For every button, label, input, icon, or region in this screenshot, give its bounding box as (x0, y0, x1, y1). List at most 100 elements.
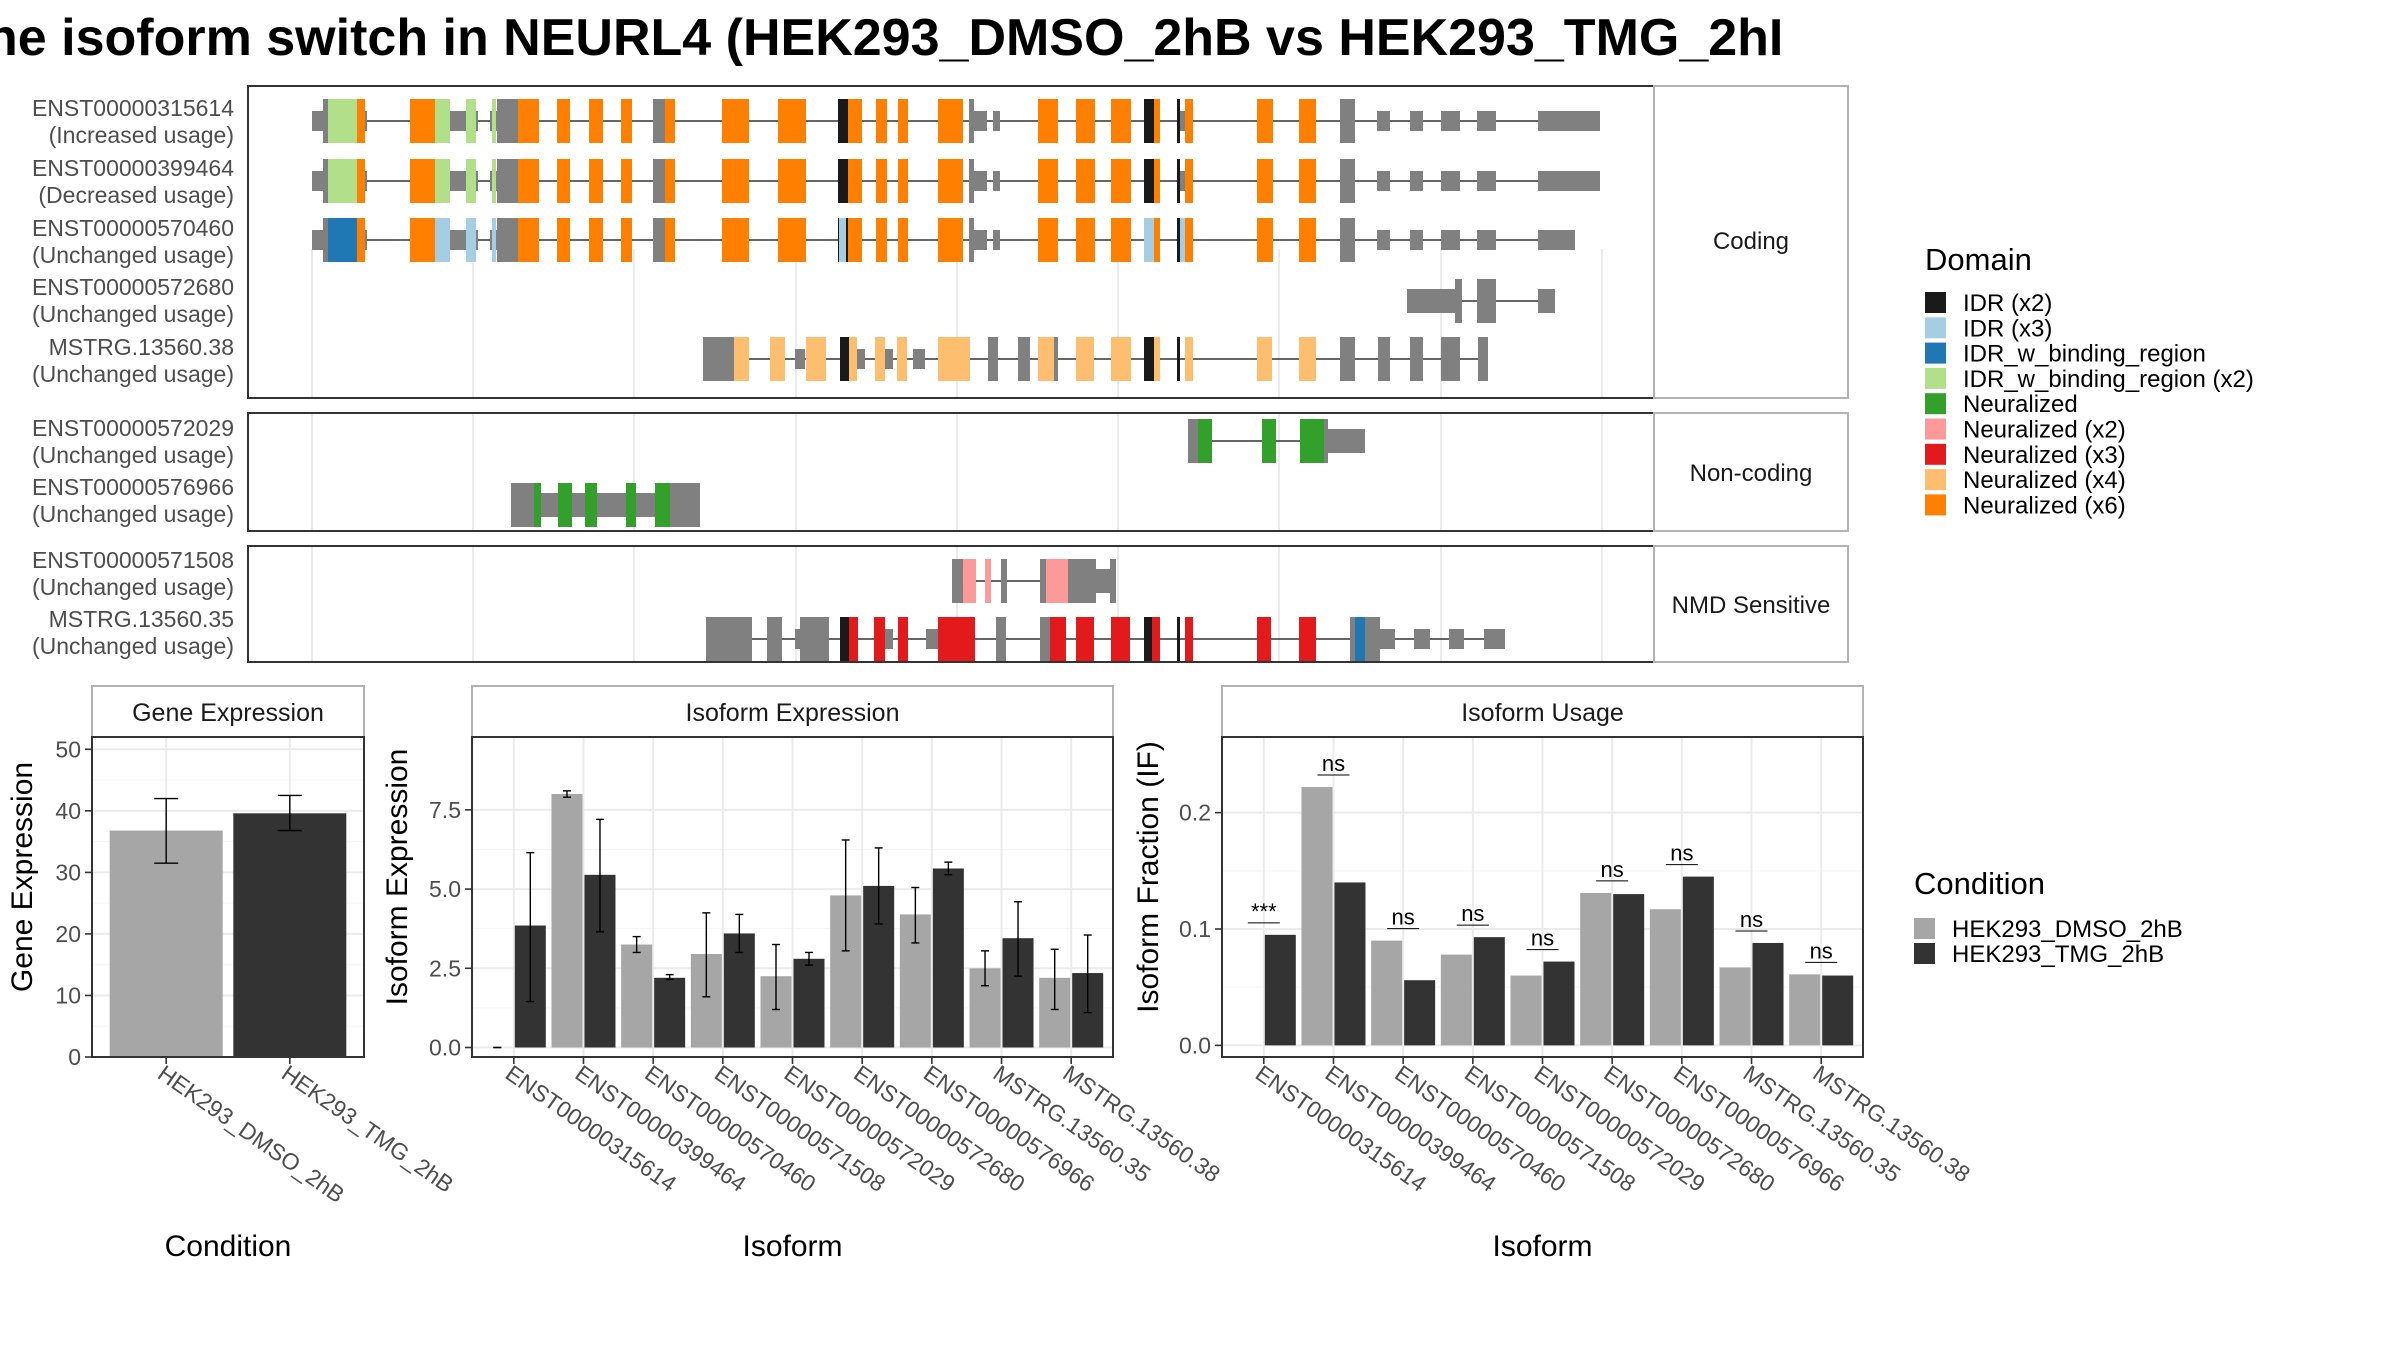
utr-exon (1538, 111, 1560, 131)
exon (1110, 559, 1116, 603)
nmd-strip (1653, 545, 1849, 663)
tx-label-id: ENST00000399464 (32, 155, 234, 181)
exon (969, 159, 974, 203)
domain-exon (589, 159, 603, 203)
exon (1085, 559, 1096, 603)
domain-exon (557, 159, 570, 203)
exon (1478, 337, 1488, 381)
utr-exon (1477, 171, 1496, 191)
utr-exon (1449, 629, 1464, 649)
domain-exon (898, 218, 908, 262)
bar (621, 944, 653, 1048)
y-tick-label: 0.1 (1179, 916, 1211, 942)
domain-exon (621, 159, 632, 203)
panel-title: Gene Expression (132, 699, 324, 727)
domain-exon (655, 483, 670, 527)
y-axis-title: Isoform Expression (381, 749, 414, 1006)
significance-label: *** (1251, 899, 1277, 924)
exon (703, 337, 734, 381)
tx-label-usage: (Unchanged usage) (32, 442, 234, 468)
bar (551, 794, 583, 1048)
exon (511, 483, 534, 527)
domain-exon (558, 483, 572, 527)
domain-exon (1038, 337, 1058, 381)
utr-exon (1441, 171, 1460, 191)
domain-exon (1262, 419, 1276, 463)
domain-exon (840, 337, 849, 381)
significance-label: ns (1670, 841, 1693, 866)
domain-exon (357, 218, 365, 262)
legend-label: IDR (x2) (1963, 290, 2052, 317)
exon (653, 99, 665, 143)
domain-exon (328, 218, 357, 262)
utr-exon (993, 171, 1000, 191)
tx-label-usage: (Unchanged usage) (32, 501, 234, 527)
domain-exon (874, 617, 885, 661)
tx-label-usage: (Decreased usage) (38, 182, 234, 208)
exon (497, 99, 518, 143)
legend-label: IDR_w_binding_region (1963, 341, 2206, 368)
tx-label-id: MSTRG.13560.35 (49, 606, 234, 632)
domain-exon (1111, 99, 1131, 143)
legend-label: HEK293_TMG_2hB (1952, 941, 2164, 968)
exon (1410, 337, 1423, 381)
exon (969, 99, 974, 143)
domain-exon (1177, 159, 1180, 203)
y-tick-label: 7.5 (429, 797, 461, 823)
exon (969, 218, 974, 262)
exon (1350, 617, 1355, 661)
legend-label: Neuralized (x6) (1963, 492, 2126, 519)
domain-exon (665, 159, 675, 203)
figure-title: ne isoform switch in NEURL4 (HEK293_DMSO… (0, 9, 1783, 67)
utr-exon (1441, 230, 1460, 250)
utr-exon (1477, 230, 1496, 250)
domain-exon (722, 99, 749, 143)
domain-exon (733, 337, 749, 381)
panel-strip (1221, 685, 1864, 738)
coding-strip-label: Coding (1713, 228, 1789, 255)
exon (323, 218, 328, 262)
tx-label-id: ENST00000572680 (32, 274, 234, 300)
domain-exon (492, 218, 496, 262)
domain-exon (848, 159, 862, 203)
exon (1018, 337, 1030, 381)
exon (670, 483, 700, 527)
exon (1040, 559, 1046, 603)
panel-title: Isoform Expression (686, 699, 900, 727)
legend-label: Neuralized (x3) (1963, 442, 2126, 469)
domain-exon (1185, 159, 1193, 203)
domain-exon (898, 159, 908, 203)
exon (323, 99, 328, 143)
exon (653, 159, 665, 203)
bar (1404, 980, 1436, 1046)
utr-exon (1407, 289, 1455, 313)
exon (323, 159, 328, 203)
domain-exon (492, 159, 496, 203)
domain-exon (1299, 337, 1316, 381)
domain-exon (1038, 99, 1058, 143)
domain-exon (534, 483, 541, 527)
bar-panel: Isoform Usage *** ns ns ns ns ns ns ns ns 0.0 0.1 0.… (1132, 685, 1975, 1263)
domain-exon (1111, 218, 1131, 262)
bar (1682, 876, 1714, 1046)
domain-exon (1154, 159, 1160, 203)
utr-exon (1560, 111, 1600, 131)
domain-exon (518, 218, 539, 262)
domain-exon (1144, 159, 1154, 203)
exon (1340, 218, 1355, 262)
domain-exon (1180, 218, 1185, 262)
legend-label: IDR (x3) (1963, 315, 2052, 342)
bar (932, 868, 964, 1048)
domain-exon (518, 159, 539, 203)
domain-exon (466, 159, 476, 203)
tx-label-usage: (Unchanged usage) (32, 574, 234, 600)
domain-exon (1185, 337, 1193, 381)
bar (1649, 909, 1681, 1046)
domain-exon (1038, 159, 1058, 203)
exon (817, 617, 829, 661)
domain-exon (838, 99, 848, 143)
domain-exon (778, 159, 806, 203)
y-tick-label: 0.2 (1179, 800, 1211, 826)
